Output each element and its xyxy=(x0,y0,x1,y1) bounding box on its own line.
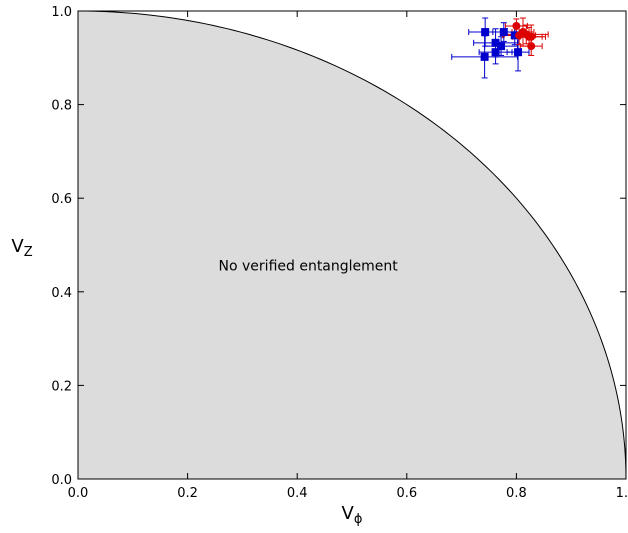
x-tick-label: 0.6 xyxy=(396,486,417,501)
data-point-square xyxy=(500,28,508,36)
y-tick-label: 0.4 xyxy=(51,286,72,301)
x-tick-label: 0.2 xyxy=(177,486,198,501)
x-axis-label-main: V xyxy=(342,503,355,524)
data-point-circle xyxy=(527,33,535,41)
y-tick-label: 1.0 xyxy=(51,5,72,20)
x-axis-label-sub: ϕ xyxy=(354,512,363,527)
data-point-square xyxy=(481,28,489,36)
data-point-circle xyxy=(527,42,535,50)
y-tick-label: 0.6 xyxy=(51,192,72,207)
y-tick-label: 0.8 xyxy=(51,99,72,114)
x-tick-label: 1.0 xyxy=(616,486,628,501)
data-point-circle xyxy=(512,22,520,30)
x-tick-label: 0.0 xyxy=(68,486,89,501)
region-label: No verified entanglement xyxy=(219,259,399,275)
data-point-square xyxy=(497,42,505,50)
x-tick-label: 0.4 xyxy=(287,486,308,501)
data-point-square xyxy=(481,53,489,61)
x-tick-label: 0.8 xyxy=(506,486,527,501)
y-axis-label-sub: Z xyxy=(24,245,33,260)
data-point-square xyxy=(514,48,522,56)
y-tick-label: 0.0 xyxy=(51,473,72,488)
y-tick-label: 0.2 xyxy=(51,379,72,394)
y-axis-label-main: V xyxy=(11,236,24,257)
